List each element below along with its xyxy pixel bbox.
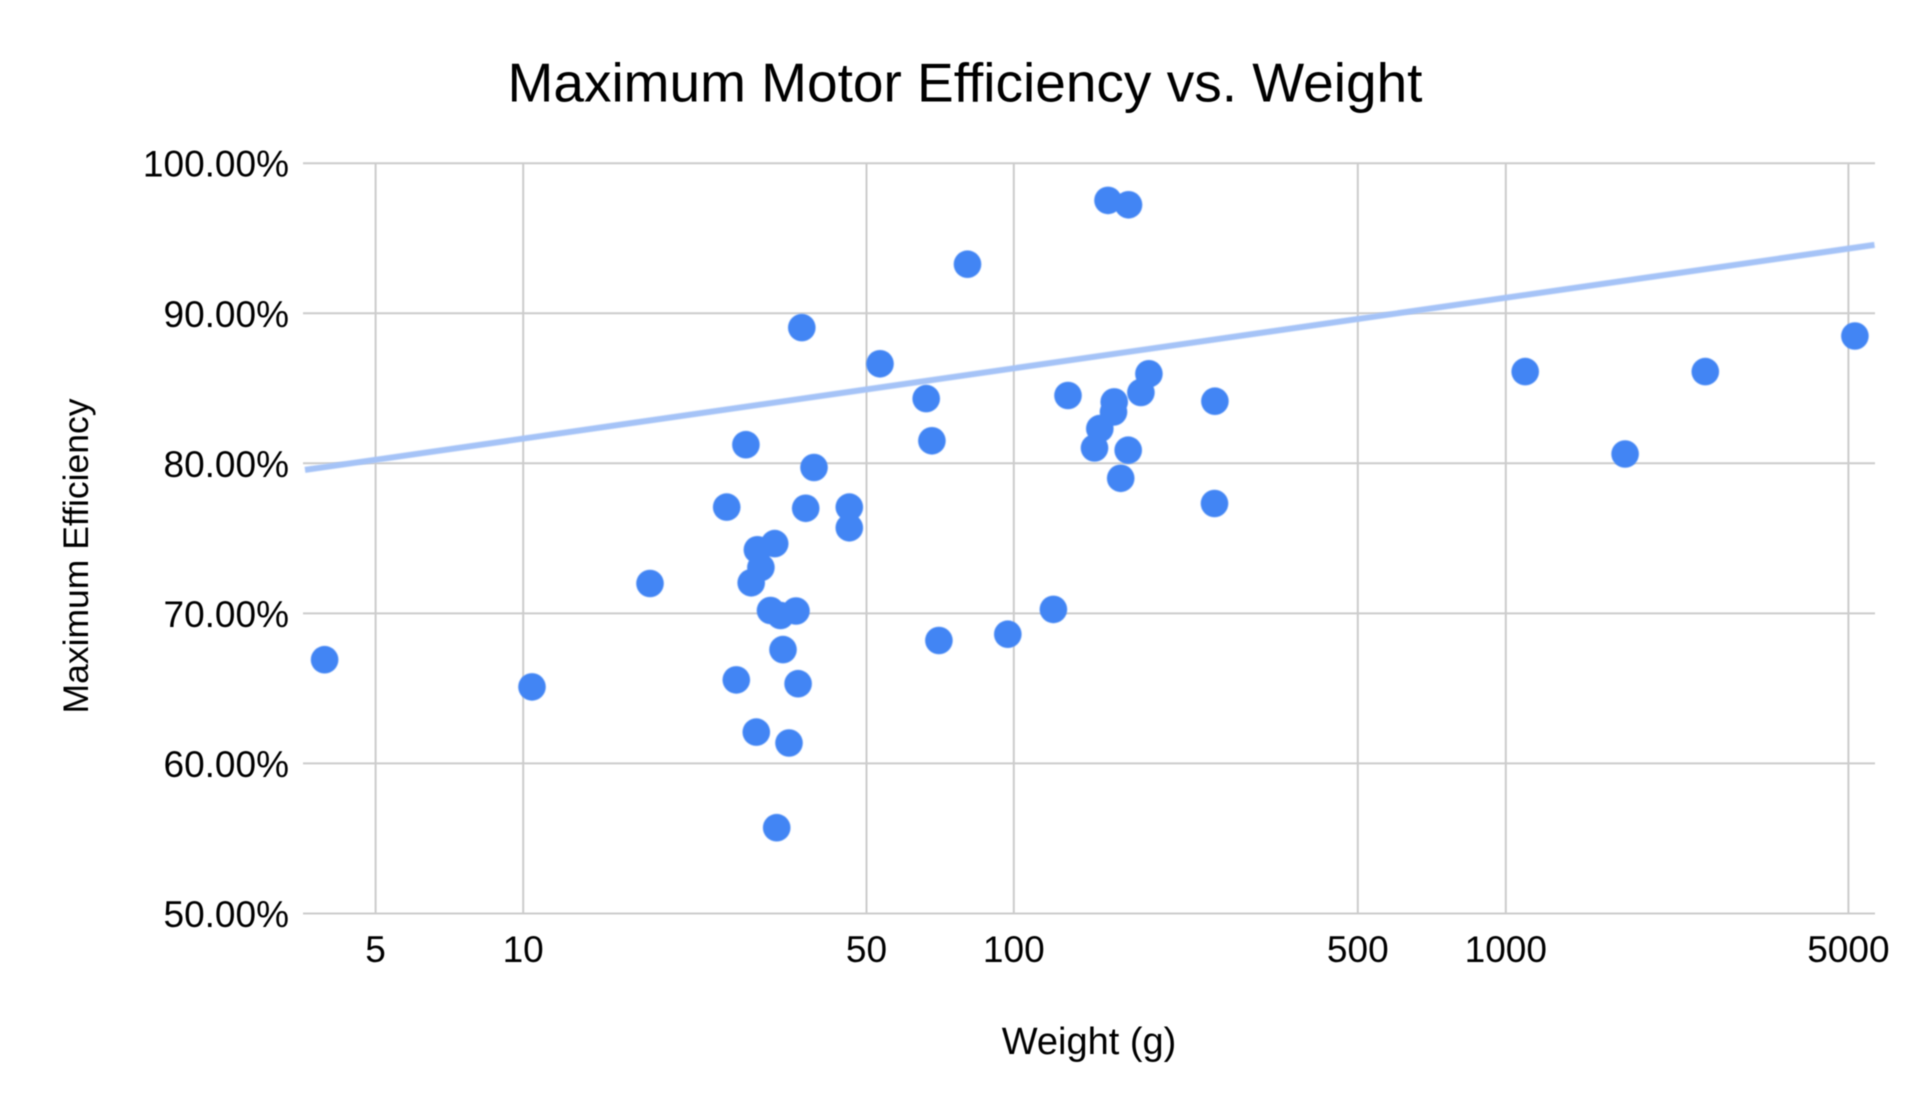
svg-text:Maximum Efficiency: Maximum Efficiency [56,398,96,713]
svg-text:90.00%: 90.00% [164,294,290,335]
svg-text:5: 5 [365,929,386,970]
svg-text:100: 100 [983,929,1045,970]
svg-text:Maximum Motor Efficiency vs. W: Maximum Motor Efficiency vs. Weight [508,52,1423,114]
svg-text:1000: 1000 [1465,929,1547,970]
svg-text:10: 10 [503,929,544,970]
svg-text:60.00%: 60.00% [164,744,290,785]
svg-text:100.00%: 100.00% [143,144,289,185]
svg-text:50: 50 [846,929,887,970]
svg-text:500: 500 [1327,929,1389,970]
svg-text:80.00%: 80.00% [164,444,290,485]
svg-text:50.00%: 50.00% [164,894,290,935]
svg-text:5000: 5000 [1807,929,1889,970]
svg-text:70.00%: 70.00% [164,594,290,635]
svg-text:Weight (g): Weight (g) [1002,1021,1177,1063]
